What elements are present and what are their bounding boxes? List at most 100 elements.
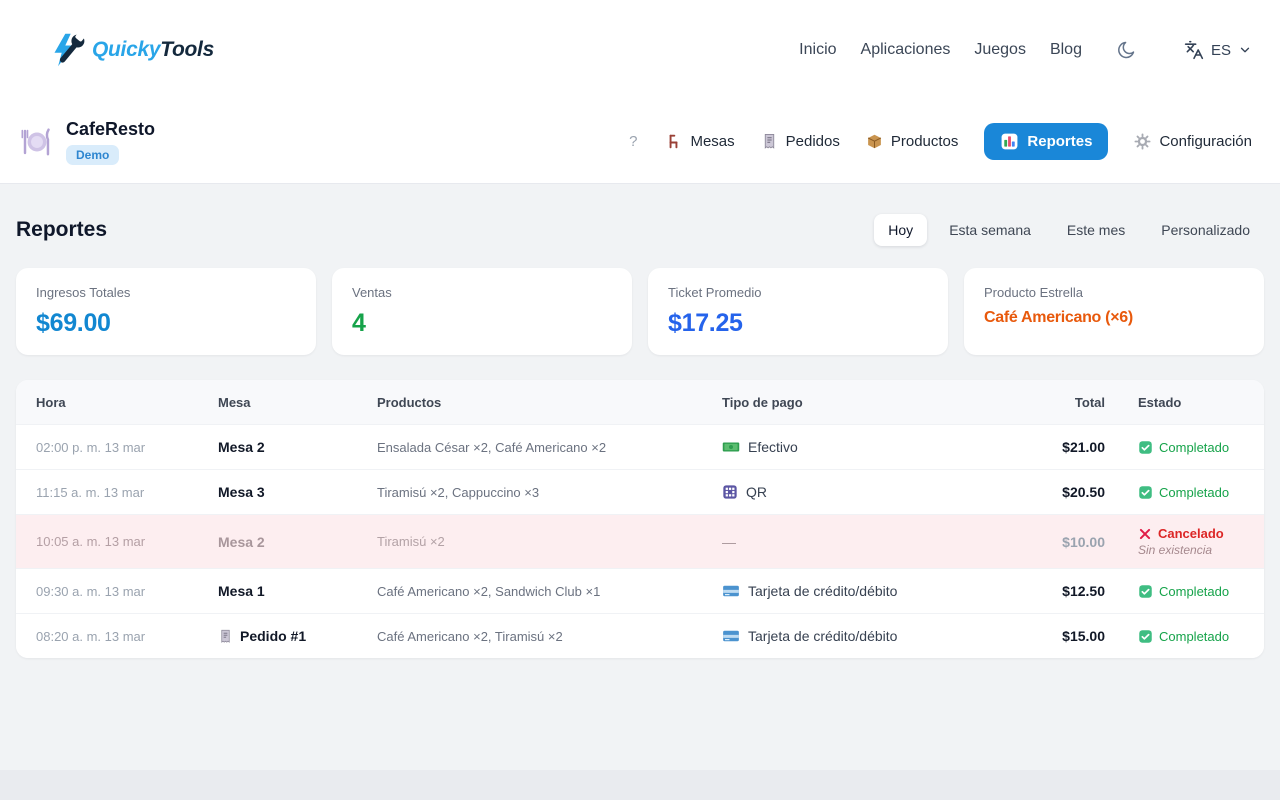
order-products: Café Americano ×2, Tiramisú ×2 (377, 628, 563, 644)
order-total: $20.50 (1062, 484, 1105, 500)
status-label: Completado (1159, 439, 1230, 455)
order-payment-label: — (722, 533, 736, 550)
order-payment: Efectivo (722, 438, 967, 456)
nav-link-juegos[interactable]: Juegos (974, 41, 1026, 58)
check-icon (1138, 440, 1153, 455)
status-label: Completado (1159, 583, 1230, 599)
tab-reportes-label: Reportes (1027, 133, 1093, 150)
order-payment-label: Tarjeta de crédito/débito (748, 583, 898, 599)
demo-badge: Demo (66, 144, 120, 165)
language-selector[interactable]: ES (1184, 40, 1252, 60)
quickytools-logo[interactable]: QuickyTools (50, 32, 214, 68)
table-row-cancelled[interactable]: 10:05 a. m. 13 mar Mesa 2 Tiramisú ×2 — … (16, 514, 1264, 568)
stat-value-producto-estrella: Café Americano (×6) (984, 309, 1133, 326)
nav-link-aplicaciones[interactable]: Aplicaciones (860, 41, 951, 58)
col-header-productos: Productos (377, 394, 442, 410)
status-label: Cancelado (1158, 526, 1224, 541)
app-title-block: CafeResto Demo (66, 119, 155, 165)
top-nav-links: Inicio Aplicaciones Juegos Blog ES (799, 40, 1252, 60)
credit-card-icon (722, 582, 740, 600)
qr-icon (722, 484, 738, 500)
credit-card-icon (722, 627, 740, 645)
filter-esta-semana[interactable]: Esta semana (949, 222, 1031, 238)
status-label: Completado (1159, 628, 1230, 644)
status-badge-cancelled: Cancelado (1138, 526, 1244, 541)
table-row[interactable]: 02:00 p. m. 13 mar Mesa 2 Ensalada César… (16, 424, 1264, 469)
order-status-cell: Completado (1105, 485, 1244, 500)
stat-label: Ventas (352, 285, 392, 300)
status-badge: Completado (1138, 440, 1244, 455)
page-title: Reportes (16, 218, 108, 241)
translate-icon (1184, 40, 1204, 60)
order-payment: Tarjeta de crédito/débito (722, 627, 967, 645)
filter-hoy[interactable]: Hoy (874, 214, 928, 246)
order-status-cell: Completado (1105, 440, 1244, 455)
stat-value-ventas: 4 (352, 309, 366, 337)
table-row[interactable]: 08:20 a. m. 13 mar Pedido #1 Café Americ… (16, 613, 1264, 658)
order-total: $10.00 (1062, 533, 1105, 550)
chevron-down-icon (1238, 43, 1252, 57)
check-icon (1138, 485, 1153, 500)
package-icon (866, 133, 883, 150)
order-time: 10:05 a. m. 13 mar (36, 534, 146, 549)
tab-productos[interactable]: Productos (866, 133, 958, 150)
order-time: 08:20 a. m. 13 mar (36, 628, 146, 644)
cash-icon (722, 438, 740, 456)
status-badge: Completado (1138, 629, 1244, 644)
x-icon (1138, 527, 1152, 541)
stat-label: Ingresos Totales (36, 285, 131, 300)
order-payment: Tarjeta de crédito/débito (722, 582, 967, 600)
tab-pedidos[interactable]: Pedidos (761, 133, 840, 150)
stat-card-ingresos: Ingresos Totales $69.00 (16, 268, 316, 355)
receipt-icon (761, 133, 778, 150)
order-status-cell: Completado (1105, 629, 1244, 644)
order-time: 11:15 a. m. 13 mar (36, 484, 145, 500)
language-code: ES (1210, 41, 1231, 59)
stat-value-ticket: $17.25 (668, 309, 743, 337)
stat-cards: Ingresos Totales $69.00 Ventas 4 Ticket … (16, 268, 1264, 355)
restaurant-plate-icon (20, 125, 54, 159)
filter-este-mes[interactable]: Este mes (1066, 222, 1126, 238)
order-payment-label: QR (746, 484, 767, 500)
top-navbar: QuickyTools Inicio Aplicaciones Juegos B… (0, 0, 1280, 100)
tab-configuracion[interactable]: Configuración (1134, 133, 1252, 150)
status-badge: Completado (1138, 584, 1244, 599)
stat-card-ventas: Ventas 4 (332, 268, 632, 355)
stat-value-ingresos: $69.00 (36, 309, 111, 337)
logo-word-quicky: Quicky (92, 38, 161, 61)
stat-card-producto-estrella: Producto Estrella Café Americano (×6) (964, 268, 1264, 355)
order-mesa: Pedido #1 (218, 628, 377, 644)
tab-configuracion-label: Configuración (1159, 133, 1252, 150)
date-filter-group: Hoy Esta semana Este mes Personalizado (874, 214, 1264, 246)
tab-reportes[interactable]: Reportes (984, 123, 1109, 160)
dark-mode-moon-icon[interactable] (1116, 40, 1136, 60)
order-status-cell: Completado (1105, 584, 1244, 599)
filter-personalizado[interactable]: Personalizado (1161, 222, 1250, 238)
table-row[interactable]: 09:30 a. m. 13 mar Mesa 1 Café Americano… (16, 568, 1264, 613)
stat-label: Producto Estrella (984, 285, 1083, 300)
tab-mesas[interactable]: Mesas (665, 133, 735, 150)
col-header-hora: Hora (36, 394, 66, 410)
order-time: 02:00 p. m. 13 mar (36, 439, 146, 455)
table-row[interactable]: 11:15 a. m. 13 mar Mesa 3 Tiramisú ×2, C… (16, 469, 1264, 514)
table-header-row: Hora Mesa Productos Tipo de pago Total E… (16, 380, 1264, 424)
tab-mesas-label: Mesas (690, 133, 735, 150)
status-note: Sin existencia (1138, 543, 1213, 557)
app-tab-bar: ? Mesas Pedidos (629, 123, 1252, 160)
nav-link-blog[interactable]: Blog (1049, 41, 1082, 58)
nav-link-inicio[interactable]: Inicio (799, 41, 837, 58)
order-mesa: Mesa 1 (218, 583, 265, 599)
order-total: $12.50 (1062, 583, 1105, 599)
reports-page: Reportes Hoy Esta semana Este mes Person… (0, 214, 1280, 658)
page-head: Reportes Hoy Esta semana Este mes Person… (16, 214, 1264, 246)
status-label: Completado (1159, 484, 1230, 500)
order-products: Tiramisú ×2, Cappuccino ×3 (377, 484, 540, 500)
help-icon[interactable]: ? (629, 133, 638, 150)
col-header-total: Total (1074, 394, 1105, 410)
order-payment: QR (722, 484, 967, 500)
order-payment-label: Efectivo (748, 439, 798, 455)
col-header-mesa: Mesa (218, 394, 251, 410)
order-mesa: Mesa 3 (218, 484, 265, 500)
app-title: CafeResto (66, 118, 156, 139)
check-icon (1138, 584, 1153, 599)
